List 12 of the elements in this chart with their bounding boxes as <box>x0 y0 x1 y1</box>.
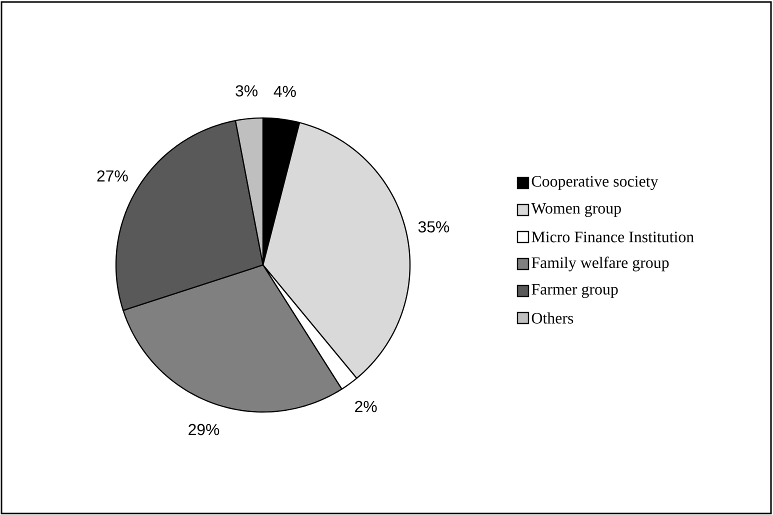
legend-label: Family welfare group <box>532 256 669 272</box>
legend-label: Micro Finance Institution <box>532 232 694 242</box>
data-label: 4% <box>274 86 296 98</box>
data-label: 3% <box>236 85 258 96</box>
data-label: 35% <box>418 221 450 232</box>
legend-label: Farmer group <box>532 284 618 298</box>
legend-label: Women group <box>531 203 621 217</box>
legend-label: Cooperative society <box>532 176 658 190</box>
data-label: 29% <box>188 424 220 436</box>
legend-label: Others <box>532 312 574 324</box>
data-label: 2% <box>355 400 377 412</box>
data-label: 27% <box>97 170 128 182</box>
